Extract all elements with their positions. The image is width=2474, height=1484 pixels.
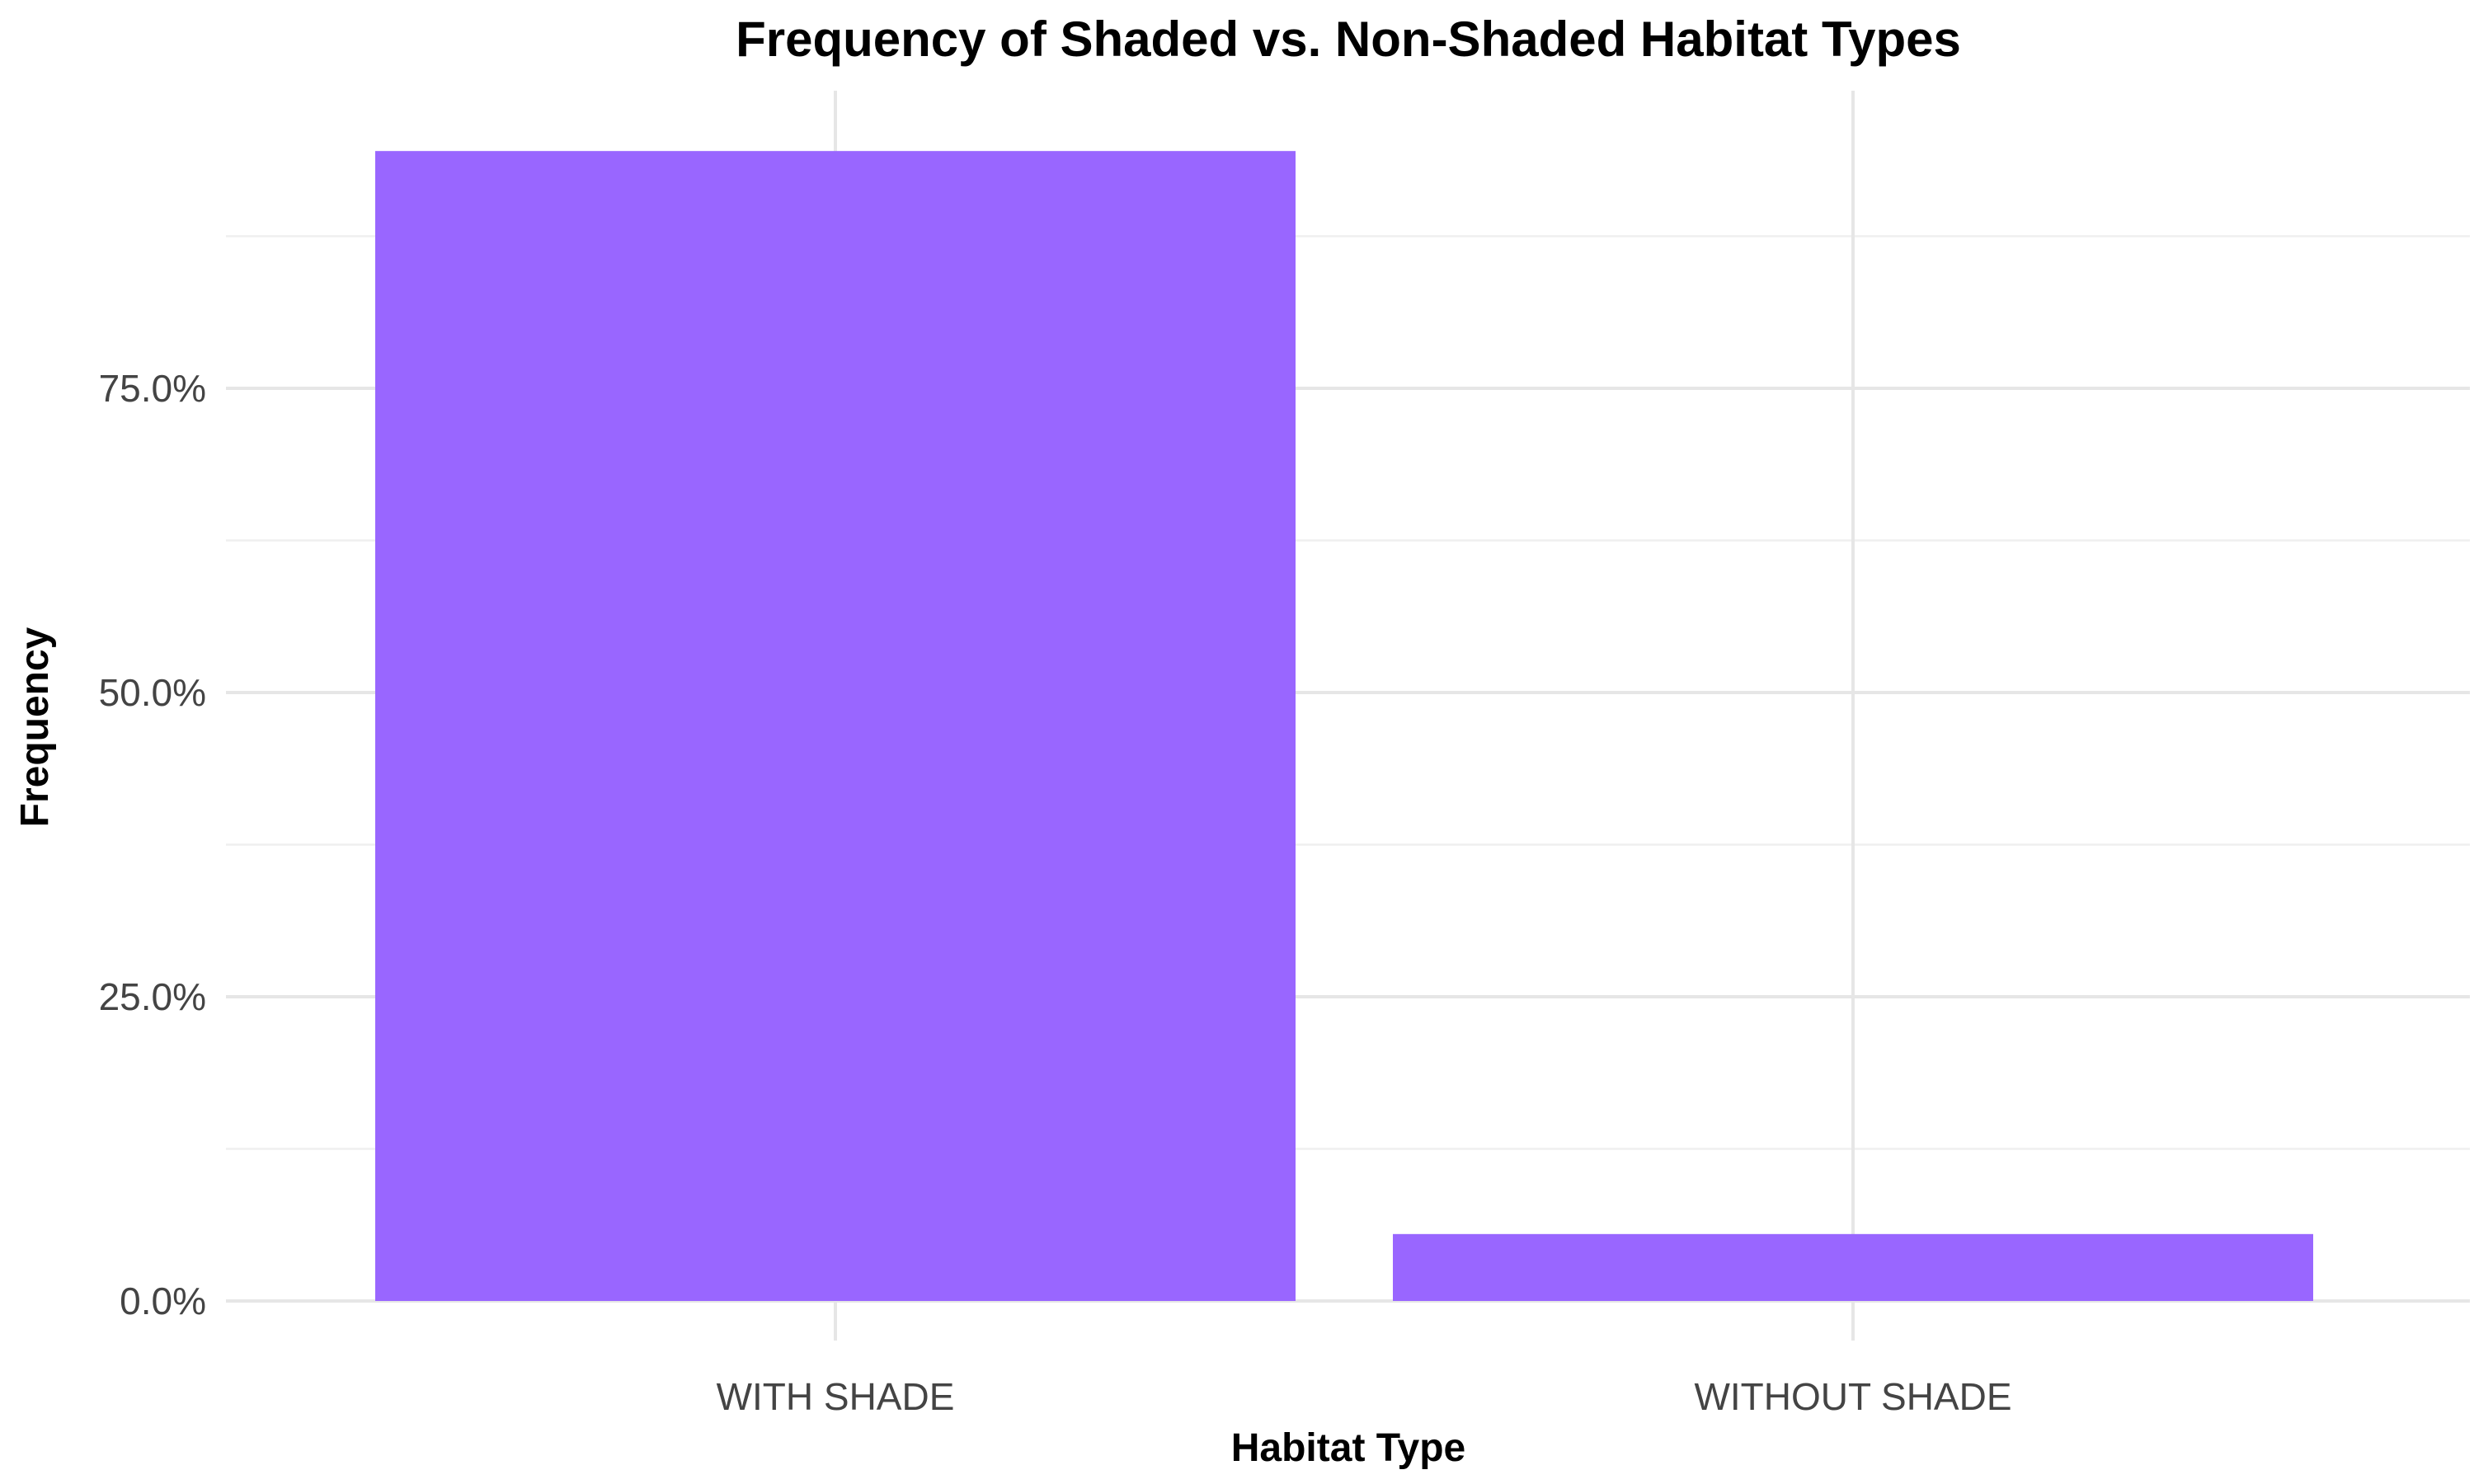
- x-tick-label: WITH SHADE: [717, 1375, 955, 1418]
- x-tick-label: WITHOUT SHADE: [1694, 1375, 2011, 1418]
- x-axis-title: Habitat Type: [1231, 1426, 1465, 1470]
- y-tick-label: 0.0%: [120, 1280, 206, 1322]
- y-axis-tick-labels: 0.0% 25.0% 50.0% 75.0%: [99, 367, 206, 1322]
- y-tick-label: 25.0%: [99, 975, 206, 1018]
- bar: [1393, 1233, 2313, 1301]
- bar: [375, 151, 1296, 1302]
- bars: [375, 151, 2313, 1302]
- y-tick-label: 75.0%: [99, 367, 206, 410]
- x-axis-tick-labels: WITH SHADE WITHOUT SHADE: [717, 1375, 2012, 1418]
- y-tick-label: 50.0%: [99, 671, 206, 714]
- chart-title: Frequency of Shaded vs. Non-Shaded Habit…: [736, 12, 1961, 67]
- y-axis-title: Frequency: [13, 627, 57, 827]
